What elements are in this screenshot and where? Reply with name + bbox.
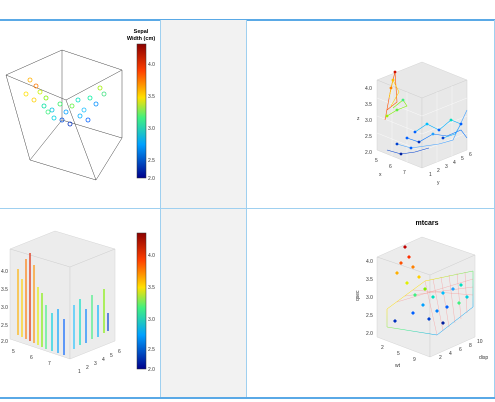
colorbar-tick: 4.0 xyxy=(148,62,155,68)
y-tick: 3 xyxy=(94,361,97,367)
colorbar-tick: 2.5 xyxy=(148,158,155,164)
scatter3d-lines-panel-top-right[interactable]: 4.0 3.5 3.0 2.5 2.0 z 5 6 7 x 1 2 3 4 5 … xyxy=(247,20,494,208)
x-tick: 7 xyxy=(403,170,406,176)
z-tick: 2.5 xyxy=(366,313,373,319)
y-tick: 2 xyxy=(86,365,89,371)
x-axis-label: x xyxy=(379,172,382,178)
histogram3d-panel-bottom-left[interactable]: 4.0 3.5 3.0 2.5 2.0 4.0 3.5 3.0 2.5 2.0 … xyxy=(0,209,160,397)
y-tick: 2 xyxy=(439,355,442,361)
x-tick: 5 xyxy=(397,351,400,357)
x-axis-label: wt xyxy=(395,363,401,369)
scatter3d-plot: 4.0 3.5 3.0 2.5 2.0 4.0 3.5 3.0 2.5 2.0 … xyxy=(1,230,155,375)
y-axis-label: disp xyxy=(479,355,488,361)
y-tick: 2 xyxy=(437,168,440,174)
y-tick: 10 xyxy=(477,339,483,345)
z-tick: 4.0 xyxy=(366,259,373,265)
z-tick: 3.0 xyxy=(366,295,373,301)
y-tick: 4 xyxy=(449,351,452,357)
x-tick: 5 xyxy=(12,349,15,355)
z-tick: 4.0 xyxy=(1,269,8,275)
z-tick: 3.0 xyxy=(365,118,372,124)
legend-title: Sepal xyxy=(134,29,149,35)
y-tick: 4 xyxy=(102,357,105,363)
empty-panel-top xyxy=(161,20,246,208)
x-tick: 7 xyxy=(48,361,51,367)
y-tick: 6 xyxy=(118,349,121,355)
colorbar-tick: 4.0 xyxy=(148,253,155,259)
z-tick: 2.0 xyxy=(365,150,372,156)
legend-title: Width (cm) xyxy=(127,36,156,42)
empty-panel-bottom xyxy=(161,209,246,397)
x-tick: 5 xyxy=(375,158,378,164)
y-tick: 3 xyxy=(445,164,448,170)
row-divider xyxy=(0,208,495,209)
colorbar-tick: 2.0 xyxy=(148,367,155,373)
y-tick: 1 xyxy=(78,369,81,375)
colorbar-tick: 3.5 xyxy=(148,94,155,100)
colorbar-tick: 2.5 xyxy=(148,347,155,353)
z-tick: 3.0 xyxy=(1,305,8,311)
z-tick: 2.0 xyxy=(366,331,373,337)
z-tick: 2.5 xyxy=(1,323,8,329)
z-axis-label: z xyxy=(357,116,360,122)
x-tick: 6 xyxy=(389,164,392,170)
x-tick: 2 xyxy=(381,345,384,351)
y-tick: 4 xyxy=(453,160,456,166)
colorbar-tick: 2.0 xyxy=(148,176,155,182)
surface3d-panel-bottom-right[interactable]: mtcars xyxy=(247,209,494,397)
y-tick: 6 xyxy=(459,347,462,353)
scatter3d-plot: 4.0 3.5 3.0 2.5 2.0 z 5 6 7 x 1 2 3 4 5 … xyxy=(357,61,472,186)
z-tick: 2.5 xyxy=(365,134,372,140)
plot-title: mtcars xyxy=(416,220,439,227)
column-divider xyxy=(160,20,161,398)
top-toolbar xyxy=(0,0,495,21)
z-tick: 3.5 xyxy=(1,287,8,293)
z-tick: 4.0 xyxy=(365,86,372,92)
x-tick: 6 xyxy=(30,355,33,361)
y-tick: 6 xyxy=(469,152,472,158)
z-tick: 2.0 xyxy=(1,339,8,345)
scatter3d-plot: mtcars xyxy=(355,220,488,369)
bottom-border xyxy=(0,397,495,399)
colorbar-tick: 3.0 xyxy=(148,126,155,132)
y-tick: 5 xyxy=(110,353,113,359)
z-tick: 3.5 xyxy=(365,102,372,108)
y-tick: 1 xyxy=(429,172,432,178)
colorbar-tick: 3.0 xyxy=(148,317,155,323)
z-axis-label: qsec xyxy=(355,290,361,301)
column-divider xyxy=(246,20,247,398)
y-axis-label: y xyxy=(437,180,440,186)
x-tick: 9 xyxy=(413,357,416,363)
scatter3d-plot: Sepal Width (cm) 4.0 3.5 3.0 2.5 2.0 xyxy=(5,29,156,182)
z-tick: 3.5 xyxy=(366,277,373,283)
y-tick: 5 xyxy=(461,156,464,162)
scatter3d-panel-top-left[interactable]: Sepal Width (cm) 4.0 3.5 3.0 2.5 2.0 xyxy=(0,20,160,208)
y-tick: 8 xyxy=(469,343,472,349)
colorbar-tick: 3.5 xyxy=(148,285,155,291)
